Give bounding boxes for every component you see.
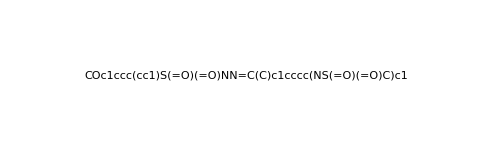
Text: COc1ccc(cc1)S(=O)(=O)NN=C(C)c1cccc(NS(=O)(=O)C)c1: COc1ccc(cc1)S(=O)(=O)NN=C(C)c1cccc(NS(=O… bbox=[84, 71, 408, 81]
